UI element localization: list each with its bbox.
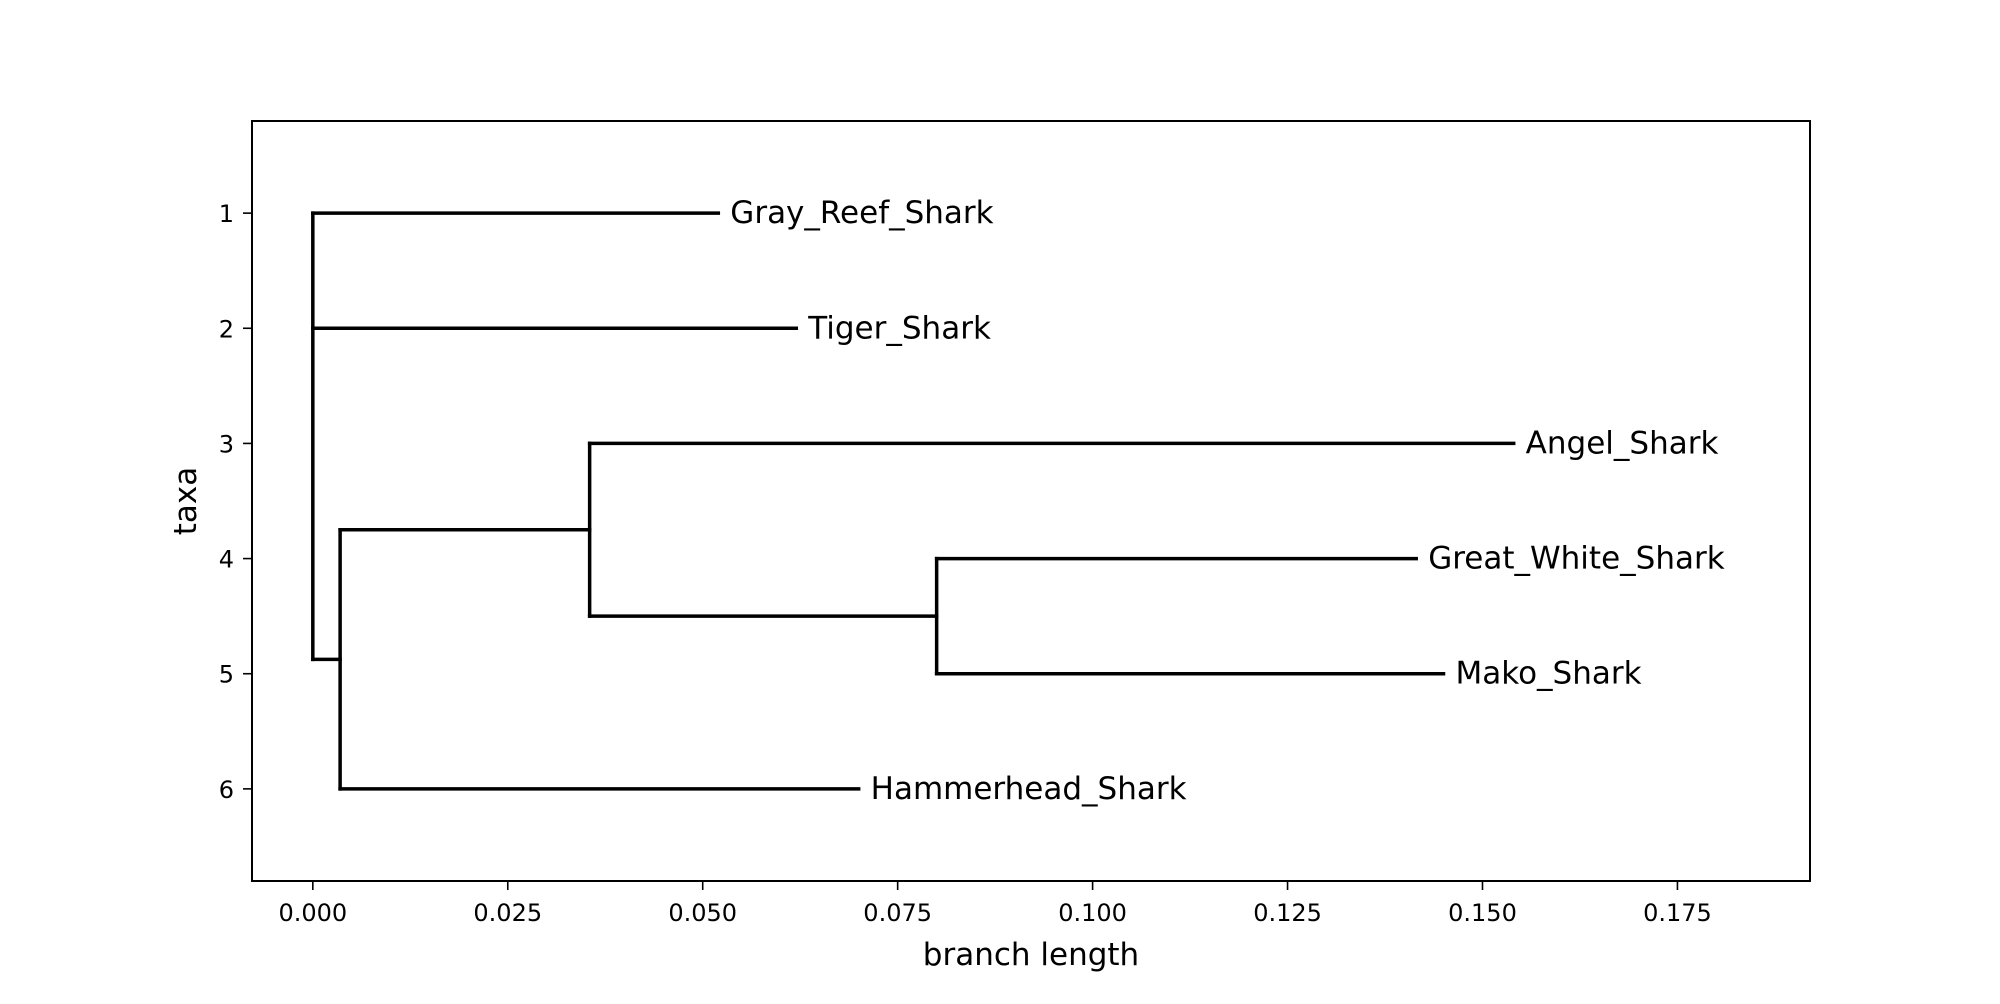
leaf-label: Mako_Shark (1456, 656, 1642, 692)
x-tick-label: 0.175 (1643, 899, 1712, 927)
y-axis-label: taxa (168, 467, 204, 536)
x-tick-label: 0.025 (473, 899, 542, 927)
y-tick-label: 3 (219, 430, 234, 458)
y-tick-label: 4 (219, 546, 234, 574)
branch-lines (311, 211, 1516, 791)
leaf-label: Tiger_Shark (807, 310, 991, 346)
leaf-label: Hammerhead_Shark (871, 771, 1187, 807)
x-axis-label: branch length (923, 937, 1139, 973)
leaf-labels: Gray_Reef_Shark Tiger_Shark Angel_Shark Gre… (730, 195, 1724, 807)
x-tick-label: 0.125 (1253, 899, 1322, 927)
y-tick-label: 2 (219, 315, 234, 343)
leaf-label: Gray_Reef_Shark (730, 195, 993, 231)
leaf-label: Angel_Shark (1526, 425, 1719, 461)
x-tick-label: 0.050 (668, 899, 737, 927)
plot-frame (251, 120, 1811, 882)
x-tick-label: 0.000 (278, 899, 347, 927)
leaf-label: Great_White_Shark (1428, 541, 1725, 577)
y-tick-label: 5 (219, 661, 234, 689)
x-tick-label: 0.075 (863, 899, 932, 927)
x-tick-label: 0.150 (1448, 899, 1517, 927)
y-tick-label: 1 (219, 200, 234, 228)
y-tick-label: 6 (219, 776, 234, 804)
x-tick-label: 0.100 (1058, 899, 1127, 927)
axis-ticks: 0.000 0.025 0.050 0.075 0.100 0.125 0.150 0.175… (219, 200, 1712, 927)
